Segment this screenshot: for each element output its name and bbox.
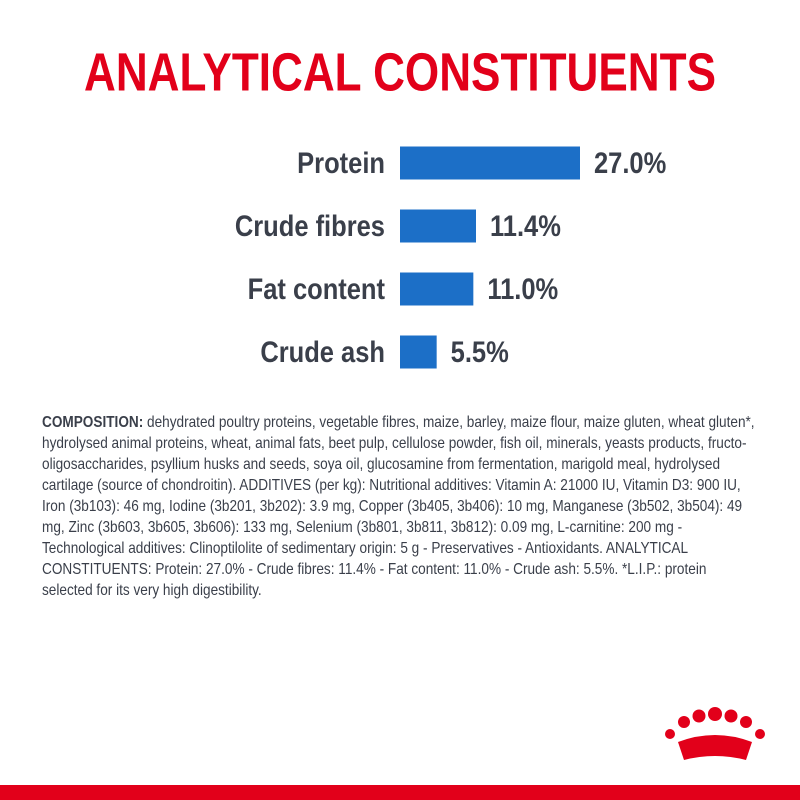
- category-label: Crude fibres: [235, 209, 385, 242]
- bar: [400, 209, 476, 243]
- value-label: 11.0%: [487, 272, 558, 305]
- value-label: 11.4%: [490, 209, 561, 242]
- bar: [400, 146, 580, 180]
- logo: [665, 707, 765, 760]
- category-label: Fat content: [248, 272, 385, 305]
- bar: [400, 272, 474, 306]
- value-label: 27.0%: [594, 146, 667, 179]
- composition-text: dehydrated poultry proteins, vegetable f…: [42, 414, 755, 599]
- composition-label: COMPOSITION:: [42, 414, 144, 431]
- chart-title: ANALYTICAL CONSTITUENTS: [84, 42, 716, 102]
- value-label: 5.5%: [451, 335, 509, 368]
- category-label: Protein: [297, 146, 385, 179]
- bar: [400, 335, 437, 369]
- category-label: Crude ash: [260, 335, 385, 368]
- footer-bar: [0, 785, 800, 800]
- composition: COMPOSITION: dehydrated poultry proteins…: [42, 412, 760, 601]
